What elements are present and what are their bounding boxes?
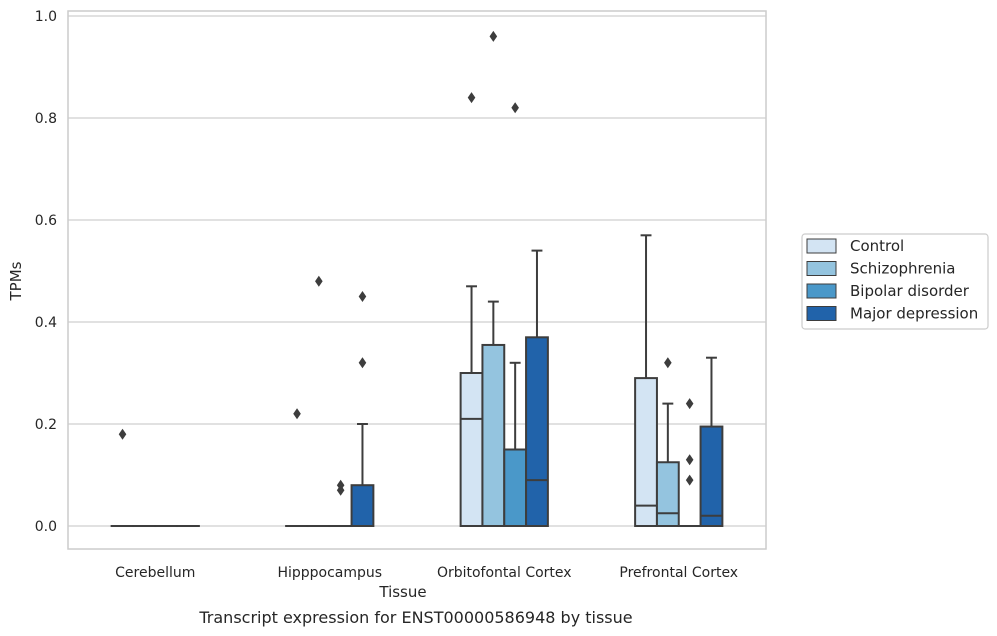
outlier-point [358,357,367,369]
legend-label: Bipolar disorder [850,282,970,300]
chart-caption: Transcript expression for ENST0000058694… [198,608,632,627]
outlier-point [467,92,476,104]
legend-label: Schizophrenia [850,260,955,278]
box [110,428,135,528]
box [677,398,702,528]
x-tick-label: Orbitofontal Cortex [437,565,572,581]
box-body [503,448,528,527]
y-tick-label: 0.6 [35,213,57,229]
y-tick-label: 0.2 [35,417,57,433]
outlier-point [664,357,672,369]
box [525,249,549,527]
box [481,30,506,528]
box [328,479,353,528]
x-tick-labels: Cerebellum Hipppocampus Orbitofontal Corte… [115,565,738,581]
legend: Control Schizophrenia Bipolar disorder Majo… [801,233,989,330]
y-tick-label: 0.0 [35,519,57,535]
x-tick-label: Prefrontal Cortex [619,565,738,581]
y-tick-label: 0.8 [35,111,57,127]
box-body [699,425,724,527]
box [655,357,680,527]
y-tick-label: 0.4 [35,315,57,331]
legend-swatch [806,261,837,276]
legend-frame [801,233,989,330]
gridlines [68,15,766,527]
x-tick-label: Hipppocampus [277,565,382,581]
box-body [459,372,484,527]
x-axis-label: Tissue [378,583,426,601]
legend-swatch [806,238,837,254]
box-body [525,336,549,527]
outlier-point [358,291,367,302]
box [634,234,658,527]
outlier-point [685,398,694,410]
outlier-point [293,408,301,420]
outlier-point [685,454,694,466]
outlier-point [685,474,694,486]
boxes [110,30,724,528]
outlier-point [511,102,519,114]
legend-swatch [806,283,837,299]
legend-swatch [806,306,837,321]
box [459,92,484,527]
legend-label: Major depression [850,305,978,323]
box-body [655,461,680,527]
outlier-point [315,275,323,287]
box [699,356,724,527]
legend-label: Control [850,237,904,255]
box-body [634,377,658,527]
plot-frame [67,10,767,550]
box [350,291,375,528]
outlier-point [489,30,498,42]
y-tick-labels: 0.0 0.2 0.4 0.6 0.8 1.0 [35,9,57,535]
box-body [481,343,506,528]
x-tick-label: Cerebellum [115,565,195,581]
box-body [350,484,375,528]
box [503,102,528,527]
y-tick-label: 1.0 [35,9,57,25]
y-axis-label: TPMs [7,261,25,301]
outlier-point [118,428,127,440]
box [306,275,331,528]
outlier-point [336,484,345,496]
box [285,408,309,528]
